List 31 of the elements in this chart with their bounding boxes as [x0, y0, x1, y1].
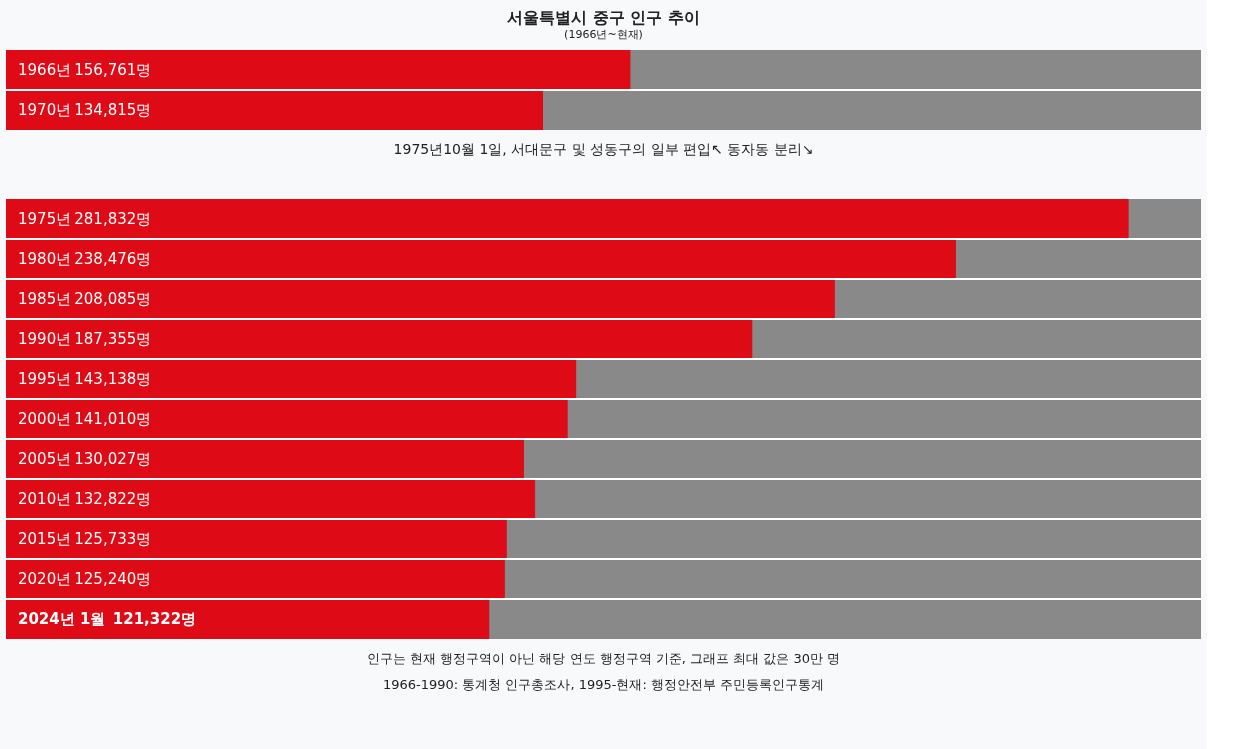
text: 인구는 현재 행정구역이 아닌 해당 연도 행정구역 기준, 그래프 최대 값은 30만 명	[366, 651, 841, 666]
y-tick-label: 2024년 1월	[18, 610, 106, 628]
y-tick-label: 1975년	[18, 210, 72, 228]
y-tick-label: 2000년	[18, 410, 72, 428]
data-label: 156,761명	[74, 61, 152, 79]
data-label: 208,085명	[74, 290, 152, 308]
chart-title: 서울특별시 중구 인구 추이	[507, 8, 700, 27]
data-label: 281,832명	[74, 210, 152, 228]
data-label: 141,010명	[74, 410, 152, 428]
y-tick-label: 1985년	[18, 290, 72, 308]
data-label: 125,733명	[74, 530, 152, 548]
chart-subtitle: (1966년~현재)	[564, 28, 643, 41]
y-tick-label: 1970년	[18, 101, 72, 119]
data-label: 121,322명	[112, 610, 197, 628]
y-tick-label: 1990년	[18, 330, 72, 348]
y-tick-label: 1966년	[18, 61, 72, 79]
data-label: 187,355명	[74, 330, 152, 348]
y-tick-label: 2015년	[18, 530, 72, 548]
data-label: 132,822명	[74, 490, 152, 508]
y-tick-label: 2020년	[18, 570, 72, 588]
data-label: 238,476명	[74, 250, 152, 268]
y-tick-label: 1980년	[18, 250, 72, 268]
y-tick-label: 1995년	[18, 370, 72, 388]
y-tick-label: 2005년	[18, 450, 72, 468]
data-label: 130,027명	[74, 450, 152, 468]
data-label: 143,138명	[74, 370, 152, 388]
text: 1966-1990: 통계청 인구총조사, 1995-현재: 행정안전부 주민등록인구통계	[382, 677, 825, 692]
y-tick-label: 2010년	[18, 490, 72, 508]
data-label: 125,240명	[74, 570, 152, 588]
data-label: 134,815명	[74, 101, 152, 119]
text: 1975년10월 1일, 서대문구 및 성동구의 일부 편입↖ 동자동 분리↘	[393, 141, 814, 157]
